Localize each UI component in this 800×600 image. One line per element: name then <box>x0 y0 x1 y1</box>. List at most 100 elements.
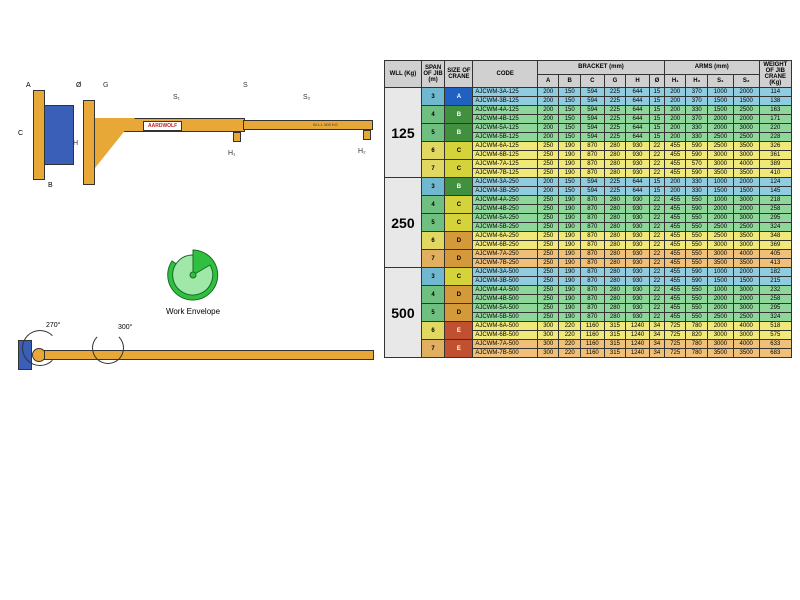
th-code: CODE <box>473 61 538 88</box>
size-cell: C <box>445 268 473 286</box>
data-cell: 225 <box>604 97 626 106</box>
code-cell: AJCWM-6A-125 <box>473 142 538 151</box>
data-cell: 455 <box>664 214 686 223</box>
data-cell: 594 <box>580 187 604 196</box>
data-cell: 2000 <box>733 88 759 97</box>
code-cell: AJCWM-3B-125 <box>473 97 538 106</box>
data-cell: 218 <box>759 196 791 205</box>
data-cell: 4000 <box>733 340 759 349</box>
data-cell: 2000 <box>708 304 734 313</box>
data-cell: 2500 <box>708 313 734 322</box>
data-cell: 870 <box>580 223 604 232</box>
data-cell: 3000 <box>733 286 759 295</box>
data-cell: 225 <box>604 133 626 142</box>
work-envelope: Work Envelope <box>158 245 228 316</box>
data-cell: 550 <box>686 286 708 295</box>
data-cell: 1000 <box>708 286 734 295</box>
data-cell: 250 <box>537 295 559 304</box>
data-cell: 455 <box>664 160 686 169</box>
data-cell: 594 <box>580 97 604 106</box>
data-cell: 3500 <box>708 169 734 178</box>
code-cell: AJCWM-3B-500 <box>473 277 538 286</box>
code-cell: AJCWM-6B-125 <box>473 151 538 160</box>
data-cell: 550 <box>686 241 708 250</box>
data-cell: 250 <box>537 223 559 232</box>
th-sub: S₁ <box>708 74 734 88</box>
th-arms: ARMS (mm) <box>664 61 759 75</box>
data-cell: 22 <box>649 232 664 241</box>
data-cell: 930 <box>626 259 650 268</box>
data-cell: 590 <box>686 142 708 151</box>
data-cell: 250 <box>537 286 559 295</box>
data-cell: 369 <box>759 241 791 250</box>
data-cell: 150 <box>559 106 581 115</box>
data-cell: 22 <box>649 214 664 223</box>
data-cell: 258 <box>759 205 791 214</box>
table-row: 4BAJCWM-4A-12520015059422564415200330150… <box>385 106 792 115</box>
data-cell: 644 <box>626 187 650 196</box>
data-cell: 3000 <box>733 331 759 340</box>
data-cell: 455 <box>664 268 686 277</box>
data-cell: 2000 <box>733 178 759 187</box>
data-cell: 870 <box>580 232 604 241</box>
data-cell: 114 <box>759 88 791 97</box>
data-cell: 315 <box>604 331 626 340</box>
data-cell: 590 <box>686 151 708 160</box>
dim-H: H <box>73 140 78 147</box>
data-cell: 326 <box>759 142 791 151</box>
data-cell: 250 <box>537 268 559 277</box>
data-cell: 455 <box>664 304 686 313</box>
code-cell: AJCWM-4A-125 <box>473 106 538 115</box>
data-cell: 590 <box>686 169 708 178</box>
table-row: 5003CAJCWM-3A-50025019087028093022455590… <box>385 268 792 277</box>
data-cell: 725 <box>664 331 686 340</box>
data-cell: 15 <box>649 97 664 106</box>
th-sub: G <box>604 74 626 88</box>
data-cell: 930 <box>626 169 650 178</box>
data-cell: 455 <box>664 241 686 250</box>
data-cell: 3500 <box>733 259 759 268</box>
data-cell: 250 <box>537 151 559 160</box>
wll-cell: 250 <box>385 178 422 268</box>
data-cell: 150 <box>559 187 581 196</box>
data-cell: 190 <box>559 286 581 295</box>
data-cell: 594 <box>580 178 604 187</box>
data-cell: 930 <box>626 241 650 250</box>
data-cell: 200 <box>664 178 686 187</box>
size-cell: D <box>445 232 473 250</box>
data-cell: 150 <box>559 97 581 106</box>
data-cell: 455 <box>664 277 686 286</box>
data-cell: 870 <box>580 214 604 223</box>
table-row: 7EAJCWM-7A-50030022011603151240347257803… <box>385 340 792 349</box>
data-cell: 228 <box>759 133 791 142</box>
code-cell: AJCWM-3A-125 <box>473 88 538 97</box>
data-cell: 644 <box>626 88 650 97</box>
data-cell: 1500 <box>708 187 734 196</box>
data-cell: 2500 <box>733 313 759 322</box>
data-cell: 820 <box>686 331 708 340</box>
data-cell: 389 <box>759 160 791 169</box>
angle-270: 270° <box>46 322 60 329</box>
data-cell: 3500 <box>733 349 759 358</box>
th-sub: H₂ <box>686 74 708 88</box>
data-cell: 410 <box>759 169 791 178</box>
data-cell: 22 <box>649 304 664 313</box>
data-cell: 370 <box>686 88 708 97</box>
data-cell: 4000 <box>733 322 759 331</box>
data-cell: 2500 <box>733 223 759 232</box>
data-cell: 1000 <box>708 178 734 187</box>
data-cell: 550 <box>686 304 708 313</box>
data-cell: 870 <box>580 268 604 277</box>
data-cell: 324 <box>759 313 791 322</box>
size-cell: C <box>445 160 473 178</box>
data-cell: 1160 <box>580 331 604 340</box>
data-cell: 590 <box>686 205 708 214</box>
data-cell: 34 <box>649 331 664 340</box>
code-cell: AJCWM-7A-125 <box>473 160 538 169</box>
span-cell: 5 <box>421 214 445 232</box>
data-cell: 220 <box>559 349 581 358</box>
wll-cell: 500 <box>385 268 422 358</box>
dim-B: B <box>48 182 53 189</box>
data-cell: 455 <box>664 151 686 160</box>
data-cell: 1500 <box>708 97 734 106</box>
